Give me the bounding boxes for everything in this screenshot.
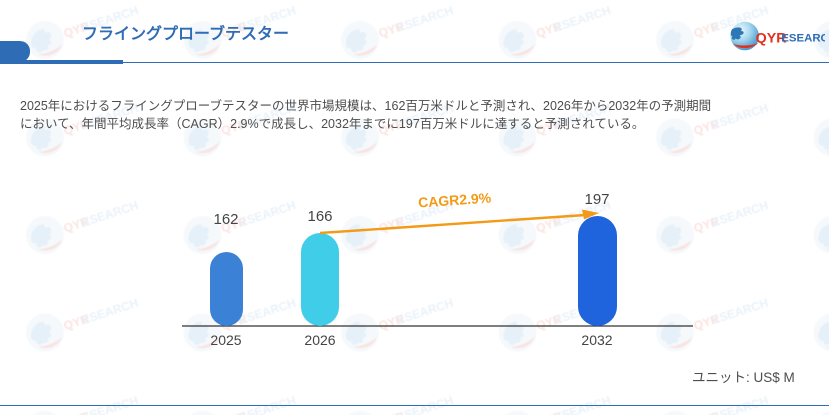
svg-text:197: 197 xyxy=(584,191,609,208)
svg-text:2025: 2025 xyxy=(210,332,241,348)
svg-text:2026: 2026 xyxy=(304,332,335,348)
svg-text:CAGR2.9%: CAGR2.9% xyxy=(418,189,493,210)
svg-text:162: 162 xyxy=(213,211,238,228)
svg-text:2032: 2032 xyxy=(581,332,612,348)
svg-text:166: 166 xyxy=(307,208,332,225)
